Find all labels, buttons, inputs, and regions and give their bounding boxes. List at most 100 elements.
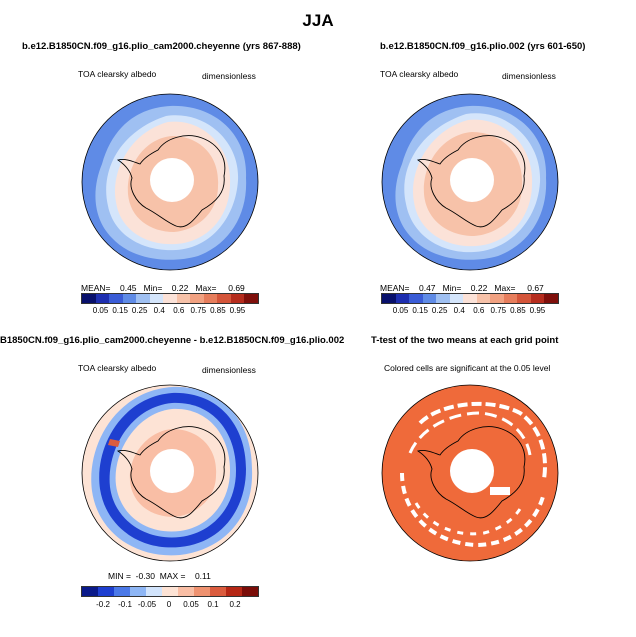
colorbar-tick-label: 0.6 [173,306,185,315]
map-border [381,384,559,562]
panel-4-title: T-test of the two means at each grid poi… [371,335,559,346]
colorbar-swatch [409,294,423,303]
map-insignificant-cell [490,487,510,495]
coastline [116,135,226,228]
colorbar-swatch [190,294,204,303]
panel-2-title: b.e12.B1850CN.f09_g16.plio.002 (yrs 601-… [380,41,586,52]
colorbar-tick-label: 0.95 [229,306,246,315]
panel-3-colorbar [81,586,259,597]
map-insignificant-band [414,502,522,536]
colorbar-swatch [194,587,210,596]
map-pole-hole [450,449,494,493]
colorbar-tick-label: 0.75 [190,306,207,315]
colorbar-swatch [109,294,123,303]
colorbar-swatch [244,294,258,303]
colorbar-tick-label: 0.15 [112,306,128,315]
colorbar-swatch [136,294,150,303]
colorbar-tick-label: 0.2 [229,600,241,609]
colorbar-swatch [176,294,191,303]
map-border [81,384,259,562]
panel-1-units-label: dimensionless [202,71,256,81]
panel-1-title: b.e12.B1850CN.f09_g16.plio_cam2000.cheye… [22,41,301,52]
colorbar-tick-label: 0.1 [207,600,219,609]
map-insignificant-band [400,472,546,548]
colorbar-swatch [178,587,194,596]
colorbar-swatch [517,294,531,303]
colorbar-swatch [503,294,518,303]
colorbar-tick-label: 0.05 [392,306,409,315]
colorbar-swatch [242,587,258,596]
map-border [381,93,559,271]
panel-4-map [381,384,559,562]
colorbar-swatch [544,294,558,303]
colorbar-tick-label: 0.25 [431,306,448,315]
colorbar-swatch [530,294,545,303]
panel-1-colorbar [81,293,259,304]
colorbar-swatch [230,294,245,303]
panel-4-subtitle: Colored cells are significant at the 0.0… [384,363,551,373]
panel-3-stats: MIN = -0.30 MAX = 0.11 [108,571,211,581]
map-insignificant-band [408,411,532,456]
colorbar-swatch [146,587,162,596]
panel-2-colorbar [381,293,559,304]
panel-1-colorbar-ticks: 0.05 0.15 0.25 0.4 0.6 0.75 0.85 0.95 [81,306,257,316]
colorbar-tick-label: 0.25 [131,306,148,315]
panel-3-units-label: dimensionless [202,365,256,375]
map-pole-hole [450,158,494,202]
colorbar-tick-label: 0.4 [453,306,465,315]
panel-1-variable-label: TOA clearsky albedo [78,69,157,79]
colorbar-swatch [422,294,437,303]
colorbar-swatch [217,294,231,303]
colorbar-swatch [82,294,96,303]
season-title: JJA [302,11,334,30]
colorbar-tick-label: 0.95 [529,306,546,315]
map-pole-hole [150,449,194,493]
colorbar-tick-label: -0.05 [137,600,157,609]
colorbar-swatch [382,294,396,303]
panel-3-colorbar-ticks: -0.2 -0.1 -0.05 0 0.05 0.1 0.2 [81,600,257,610]
colorbar-swatch [162,587,178,596]
colorbar-tick-label: 0 [166,600,172,609]
colorbar-tick-label: 0.85 [510,306,526,315]
colorbar-tick-label: -0.1 [118,600,132,609]
colorbar-swatch [98,587,114,596]
colorbar-swatch [449,294,464,303]
map-border [81,93,259,271]
colorbar-swatch [95,294,110,303]
colorbar-swatch [395,294,410,303]
colorbar-swatch [122,294,137,303]
colorbar-tick-label: 0.6 [473,306,485,315]
coastline [116,426,226,519]
colorbar-swatch [463,294,477,303]
colorbar-swatch [210,587,226,596]
colorbar-swatch [149,294,164,303]
map-positive-spot [108,439,120,447]
colorbar-swatch [114,587,130,596]
coastline [416,426,526,519]
panel-3-title: B1850CN.f09_g16.plio_cam2000.cheyenne - … [0,335,345,346]
colorbar-swatch [203,294,218,303]
colorbar-swatch [490,294,504,303]
panel-1-map [81,93,259,271]
panel-2-map [381,93,559,271]
colorbar-swatch [130,587,146,596]
colorbar-tick-label: 0.85 [210,306,226,315]
colorbar-tick-label: 0.05 [92,306,109,315]
colorbar-swatch [476,294,491,303]
map-insignificant-band [418,401,547,480]
map-pole-hole [150,158,194,202]
colorbar-swatch [226,587,242,596]
panel-2-variable-label: TOA clearsky albedo [380,69,459,79]
colorbar-tick-label: 0.4 [153,306,165,315]
colorbar-swatch [436,294,450,303]
panel-3-variable-label: TOA clearsky albedo [78,363,157,373]
colorbar-swatch [163,294,177,303]
panel-2-stats: MEAN= 0.47 Min= 0.22 Max= 0.67 [380,283,544,293]
colorbar-swatch [82,587,98,596]
colorbar-tick-label: 0.75 [490,306,507,315]
panel-1-stats: MEAN= 0.45 Min= 0.22 Max= 0.69 [81,283,245,293]
coastline [416,135,526,228]
colorbar-tick-label: -0.2 [96,600,110,609]
panel-3-map [81,384,259,562]
panel-2-units-label: dimensionless [502,71,556,81]
